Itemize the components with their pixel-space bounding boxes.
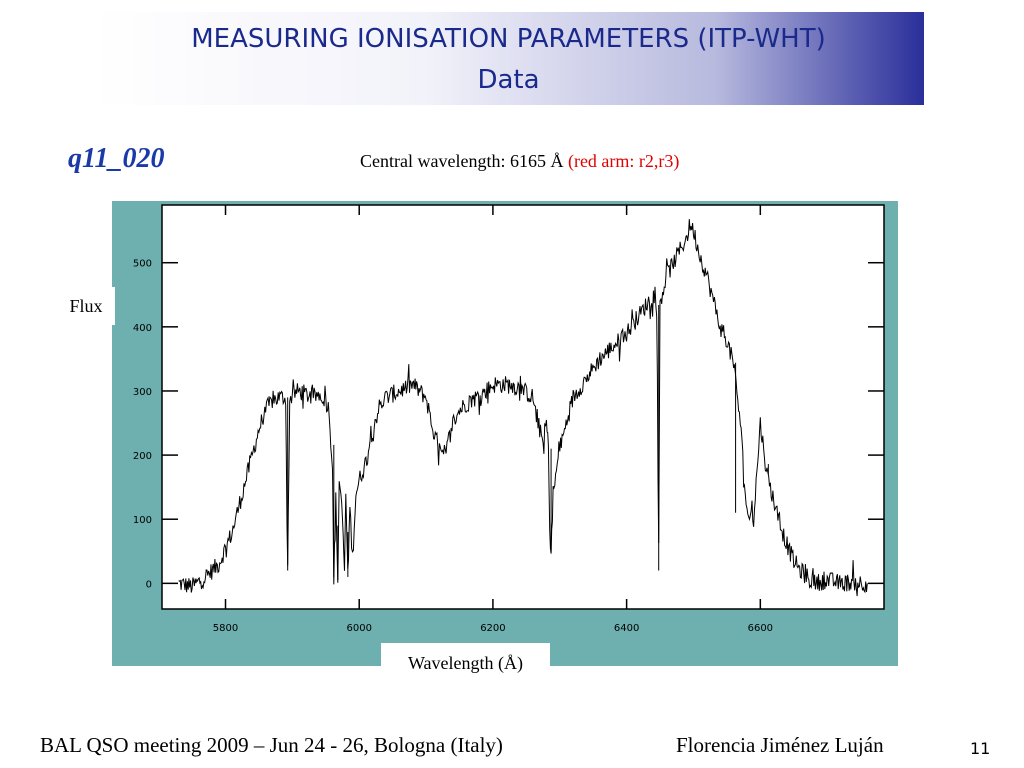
absorption-lines [287, 305, 769, 581]
y-axis-label: Flux [57, 287, 115, 325]
red-arm-text: (red arm: r2,r3) [567, 151, 680, 171]
spectrum-series-line [178, 219, 868, 597]
y-tick-label: 100 [133, 515, 152, 526]
y-tick-label: 500 [133, 259, 152, 270]
central-wavelength-text: Central wavelength: 6165 Å [360, 151, 564, 171]
y-tick-label: 0 [146, 579, 152, 590]
x-tick-label: 6600 [748, 623, 773, 634]
x-tick-label: 6400 [614, 623, 639, 634]
slide-title: MEASURING IONISATION PARAMETERS (ITP-WHT… [191, 24, 826, 54]
footer-meeting: BAL QSO meeting 2009 – Jun 24 - 26, Bolo… [40, 733, 503, 757]
plot-area [161, 204, 885, 610]
axis-tick-labels: 5800 6000 6200 6400 6600 0 100 200 300 400 500 [133, 259, 773, 634]
page-number: 11 [970, 739, 991, 758]
y-tick-label: 200 [133, 451, 152, 462]
x-axis-label: Wavelength (Å) [381, 643, 550, 683]
object-label: q11_020 [68, 143, 165, 174]
x-tick-label: 6200 [480, 623, 505, 634]
footer-author: Florencia Jiménez Luján [676, 733, 884, 757]
spectrum-plot: 5800 6000 6200 6400 6600 0 100 200 300 400 500 [112, 201, 898, 666]
spectrum-chart: 5800 6000 6200 6400 6600 0 100 200 300 400 500 [112, 201, 898, 666]
central-wavelength-note: Central wavelength: 6165 Å (red arm: r2,… [360, 151, 679, 172]
axis-ticks [162, 205, 884, 609]
x-tick-label: 6000 [346, 623, 371, 634]
y-tick-label: 300 [133, 387, 152, 398]
x-tick-label: 5800 [213, 623, 238, 634]
slide-subtitle: Data [477, 65, 540, 95]
y-tick-label: 400 [133, 323, 152, 334]
title-band [93, 12, 924, 105]
